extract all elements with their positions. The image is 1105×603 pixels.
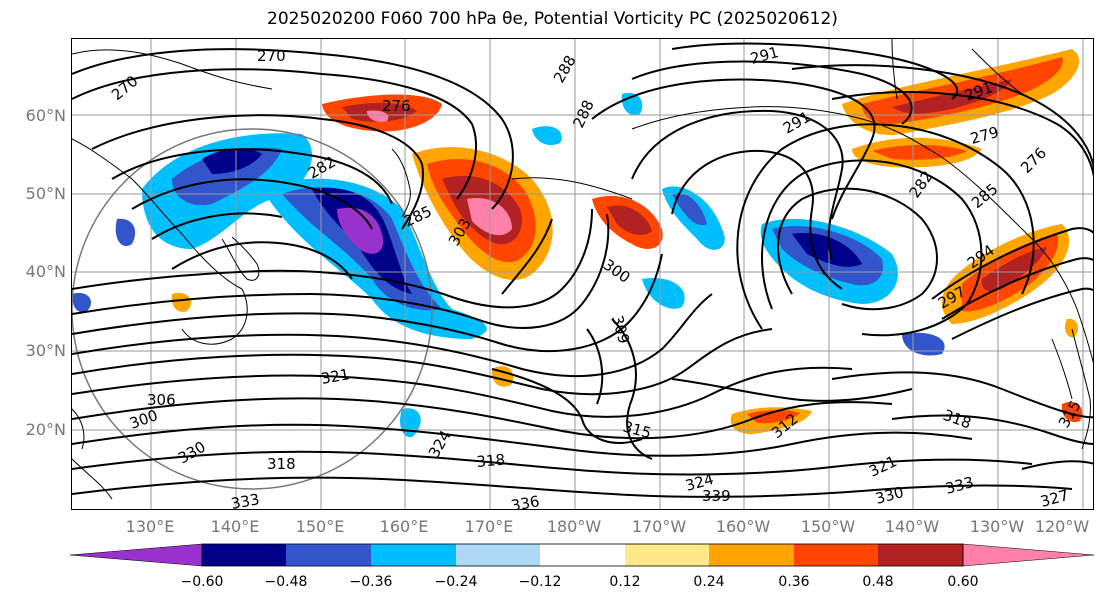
lon-label-170w: 170°W: [631, 517, 687, 536]
colorbar-tick-label: 0.24: [693, 574, 725, 590]
contour-label: 288: [569, 97, 597, 131]
lon-label-130e: 130°E: [125, 517, 175, 536]
lon-label-140w: 140°W: [884, 517, 940, 536]
contour-label: 318: [267, 455, 296, 473]
map-canvas: 270 270 276 282 285 288 288 291 291 291 …: [72, 39, 1093, 510]
lon-label-160w: 160°W: [715, 517, 771, 536]
colorbar-bin: [709, 544, 794, 566]
colorbar-tick-label: 0.60: [947, 574, 979, 590]
colorbar-tick-label: −0.12: [518, 574, 562, 590]
colorbar-bin: [202, 544, 286, 566]
colorbar-tick-label: −0.24: [434, 574, 478, 590]
contour-label: 318: [941, 406, 974, 433]
theta-e-contours: [72, 42, 1093, 498]
contour-label: 276: [1017, 144, 1050, 177]
colorbar-tick-label: 0.12: [609, 574, 641, 590]
lon-label-130w: 130°W: [969, 517, 1025, 536]
lat-label-30n: 30°N: [25, 341, 66, 360]
lon-label-150w: 150°W: [800, 517, 856, 536]
contour-label: 279: [968, 123, 1000, 148]
lon-label-140e: 140°E: [210, 517, 260, 536]
lon-label-150e: 150°E: [295, 517, 345, 536]
lon-label-160e: 160°E: [379, 517, 429, 536]
contour-label: 282: [906, 168, 937, 202]
contour-label: 321: [320, 365, 351, 388]
colorbar-graphic: [69, 543, 1095, 567]
contour-label: 336: [510, 492, 541, 510]
map-panel[interactable]: 270 270 276 282 285 288 288 291 291 291 …: [71, 38, 1094, 510]
colorbar-tick-label: −0.60: [180, 574, 224, 590]
lat-label-50n: 50°N: [25, 184, 66, 203]
contour-label: 330: [175, 438, 209, 468]
lon-label-120w: 120°W: [1034, 517, 1090, 536]
contour-label: 270: [257, 47, 286, 65]
contour-label: 330: [873, 483, 905, 508]
contour-label: 285: [968, 180, 1002, 212]
lon-label-180w: 180°W: [546, 517, 602, 536]
colorbar-tick-label: −0.36: [349, 574, 393, 590]
contour-label: 333: [943, 473, 975, 498]
colorbar-tick-label: 0.36: [778, 574, 810, 590]
lon-label-170e: 170°E: [464, 517, 514, 536]
colorbar-extend-max: [962, 543, 1095, 567]
contour-label: 309: [608, 313, 633, 345]
colorbar-bin: [625, 544, 709, 566]
lat-label-60n: 60°N: [25, 106, 66, 125]
pv-shading: [72, 49, 1083, 438]
colorbar-bin: [286, 544, 371, 566]
map-title: 2025020200 F060 700 hPa θe, Potential Vo…: [267, 9, 838, 29]
colorbar-bin: [878, 544, 963, 566]
range-circle: [72, 128, 433, 490]
contour-label: 318: [476, 451, 506, 471]
lat-label-40n: 40°N: [25, 262, 66, 281]
contour-label: 291: [748, 43, 780, 68]
contour-label: 333: [230, 490, 261, 510]
lat-label-20n: 20°N: [25, 420, 66, 439]
contour-label: 321: [866, 452, 900, 480]
colorbar-bin: [371, 544, 456, 566]
colorbar-bin: [794, 544, 878, 566]
contour-label: 306: [147, 391, 176, 409]
contour-label: 276: [382, 97, 411, 115]
contour-label: 285: [401, 202, 435, 230]
colorbar-extend-min: [69, 543, 203, 567]
coastlines: [72, 39, 1093, 500]
contour-label: 339: [702, 487, 731, 505]
contour-label: 270: [108, 72, 142, 104]
colorbar-bin: [540, 544, 625, 566]
contour-label: 327: [1038, 486, 1070, 510]
colorbar-tick-label: −0.48: [264, 574, 308, 590]
colorbar-bin: [456, 544, 540, 566]
colorbar-tick-label: 0.48: [862, 574, 894, 590]
colorbar: [69, 543, 1095, 571]
